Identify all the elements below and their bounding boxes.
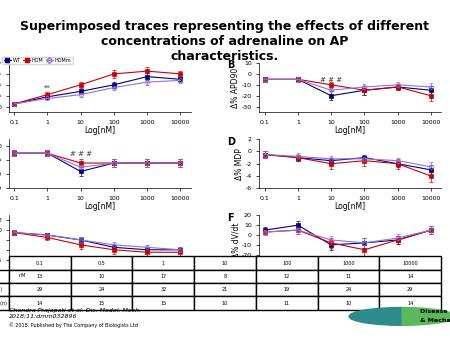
Text: B: B xyxy=(227,61,234,71)
Text: **: ** xyxy=(44,84,51,90)
Text: Superimposed traces representing the effects of different concentrations of adre: Superimposed traces representing the eff… xyxy=(21,20,429,63)
X-axis label: Log[nM]: Log[nM] xyxy=(84,202,115,211)
Y-axis label: Δ% dV/dt: Δ% dV/dt xyxy=(231,222,240,258)
Wedge shape xyxy=(349,308,402,325)
Legend: WT, HOM, HOMm: WT, HOM, HOMm xyxy=(2,56,72,65)
Wedge shape xyxy=(402,308,450,325)
Text: & Mechanisms: & Mechanisms xyxy=(420,318,450,323)
X-axis label: Log[nM]: Log[nM] xyxy=(84,126,115,135)
Text: F: F xyxy=(227,213,234,223)
Text: nM: nM xyxy=(18,273,26,278)
Text: Chandra Prajapati et al. Dis. Model. Mech.
2018;11:dmm032896: Chandra Prajapati et al. Dis. Model. Mec… xyxy=(9,308,141,318)
Text: Disease Models: Disease Models xyxy=(420,310,450,314)
X-axis label: Log[nM]: Log[nM] xyxy=(335,279,366,288)
Y-axis label: Δ% MDP: Δ% MDP xyxy=(235,148,244,180)
Text: # # #: # # # xyxy=(320,77,342,82)
X-axis label: Log[nM]: Log[nM] xyxy=(335,202,366,211)
Text: # # #: # # # xyxy=(70,151,92,158)
X-axis label: Log[nM]: Log[nM] xyxy=(335,126,366,135)
Text: © 2018. Published by The Company of Biologists Ltd: © 2018. Published by The Company of Biol… xyxy=(9,323,138,328)
Y-axis label: Δ% APD90: Δ% APD90 xyxy=(231,67,240,107)
X-axis label: Log[nM]: Log[nM] xyxy=(84,279,115,288)
Text: D: D xyxy=(227,137,235,147)
